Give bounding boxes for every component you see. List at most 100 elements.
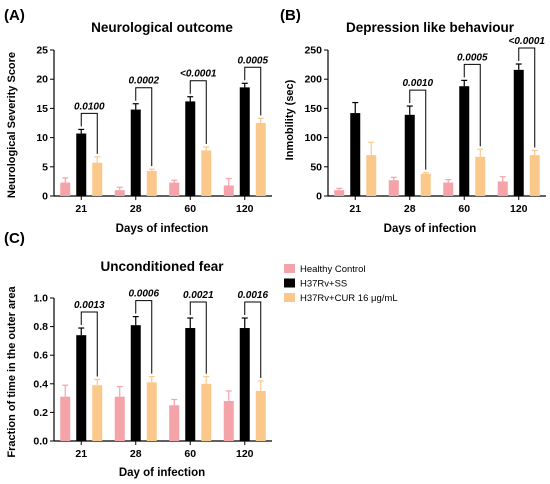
x-tick-label: 28 [130, 448, 142, 460]
p-value-label: <0.0001 [180, 69, 217, 80]
bar [201, 150, 212, 196]
y-tick-label: 0 [42, 191, 48, 203]
x-tick-label: 21 [349, 203, 361, 215]
legend-swatch [284, 293, 295, 302]
significance-bracket [135, 87, 153, 167]
p-value-label: 0.0021 [183, 290, 214, 301]
y-tick-label: 5 [42, 161, 48, 173]
bar [92, 162, 103, 196]
y-tick-label: 1.0 [33, 293, 48, 305]
bar [223, 400, 234, 441]
panel-a-label: (A) [4, 7, 25, 24]
legend-swatch [284, 264, 295, 273]
bar [255, 390, 266, 441]
bar [146, 382, 157, 441]
panel-c-chart: (C) Unconditioned fear Day of infection … [4, 230, 272, 479]
x-tick-label: 60 [184, 448, 196, 460]
y-tick-label: 150 [304, 103, 322, 115]
y-tick-label: 0.8 [33, 321, 48, 333]
y-tick-label: 100 [304, 132, 322, 144]
bar [255, 123, 266, 196]
bar [443, 182, 454, 196]
significance-bracket [80, 311, 98, 377]
p-value-label: 0.0002 [128, 76, 159, 87]
y-tick-label: 10 [36, 132, 48, 144]
bar [185, 328, 196, 441]
significance-bracket [518, 47, 536, 148]
legend-label: H37Rv+SS [300, 279, 347, 290]
y-tick-label: 20 [36, 74, 48, 86]
panel-c-title: Unconditioned fear [100, 259, 224, 274]
bar [169, 182, 180, 196]
p-value-label: 0.0013 [74, 300, 105, 311]
y-tick-label: 0.2 [33, 407, 48, 419]
y-tick-label: 200 [304, 74, 322, 86]
bar [146, 170, 157, 196]
bar [60, 182, 71, 196]
bar [334, 190, 345, 196]
bar [239, 328, 250, 441]
p-value-label: <0.0001 [509, 36, 546, 47]
significance-bracket [189, 80, 207, 144]
bar [366, 155, 377, 196]
significance-bracket [244, 301, 262, 378]
bar [513, 69, 524, 196]
p-value-label: 0.0100 [74, 101, 105, 112]
panel-b-ylabel: Inmobility (sec) [284, 79, 296, 160]
bar [185, 101, 196, 196]
bar [201, 383, 212, 441]
x-tick-label: 120 [236, 448, 254, 460]
significance-bracket [189, 301, 207, 374]
bar [130, 109, 141, 196]
panel-c-xlabel: Day of infection [119, 467, 205, 479]
panel-c-label: (C) [4, 230, 25, 247]
significance-bracket [80, 112, 98, 154]
bar [459, 86, 470, 196]
legend-swatch [284, 278, 295, 288]
bar [130, 325, 141, 441]
bar [114, 396, 125, 441]
bar [350, 113, 361, 196]
bar [239, 87, 250, 196]
bar [169, 405, 180, 441]
panel-b-title: Depression like behaviour [346, 20, 515, 35]
significance-bracket [244, 66, 262, 116]
bar [76, 133, 87, 196]
significance-bracket [409, 89, 427, 170]
x-tick-label: 60 [458, 203, 470, 215]
bar [114, 190, 125, 196]
p-value-label: 0.0006 [128, 289, 159, 300]
y-tick-label: 250 [304, 45, 322, 57]
panel-c-ylabel: Fraction of time in the outer area [6, 286, 18, 458]
x-tick-label: 120 [236, 203, 254, 215]
x-tick-label: 21 [75, 448, 87, 460]
panel-b-chart: (B) Depression like behaviour Days of in… [280, 7, 546, 235]
bar [475, 156, 486, 196]
p-value-label: 0.0016 [237, 290, 268, 301]
bar [529, 155, 540, 196]
x-tick-label: 120 [510, 203, 528, 215]
legend: Healthy Control H37Rv+SS H37Rv+CUR 16 μg/m… [284, 264, 398, 304]
x-tick-label: 21 [75, 203, 87, 215]
significance-bracket [463, 63, 481, 147]
bar [223, 185, 234, 196]
panel-a-xlabel: Days of infection [116, 223, 209, 235]
y-tick-label: 0.6 [33, 350, 48, 362]
bar [420, 173, 431, 196]
bar [60, 396, 71, 441]
legend-label: H37Rv+CUR 16 μg/mL [300, 293, 398, 304]
y-tick-label: 0 [316, 191, 322, 203]
legend-label: Healthy Control [300, 264, 365, 275]
x-tick-label: 28 [404, 203, 416, 215]
y-tick-label: 15 [36, 103, 48, 115]
y-tick-label: 0.0 [33, 436, 48, 448]
significance-bracket [135, 300, 153, 374]
bar [388, 180, 399, 196]
panel-a-ylabel: Neurological Severity Score [6, 52, 18, 198]
x-tick-label: 60 [184, 203, 196, 215]
bar [497, 181, 508, 196]
bar [404, 114, 415, 196]
y-tick-label: 0.4 [33, 378, 48, 390]
bar [92, 385, 103, 441]
